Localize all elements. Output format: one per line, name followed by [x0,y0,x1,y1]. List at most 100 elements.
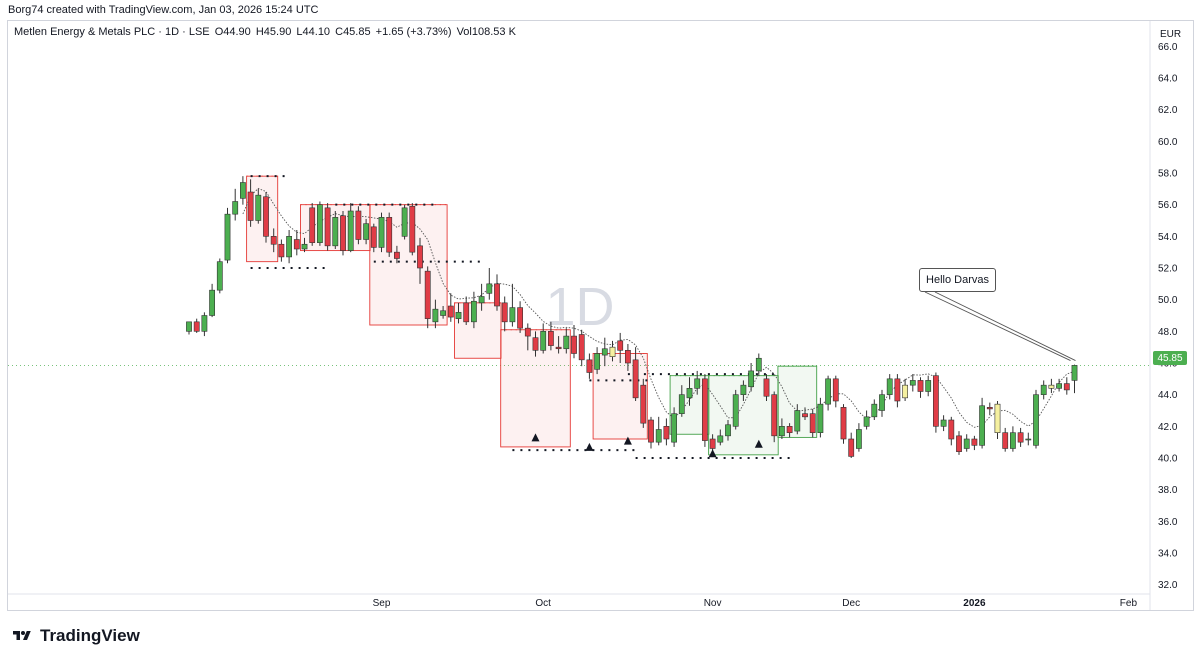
candle-body [979,405,985,446]
chart-frame [7,20,1194,611]
candle-body [571,335,577,354]
candle-body [186,321,192,332]
candle-body [863,416,870,427]
candle-body [332,217,339,247]
candle-body [794,410,801,432]
candle-body [247,191,254,221]
candle-body [470,300,477,323]
candle-body [994,403,1001,433]
tradingview-logo-icon [13,631,31,640]
candle-body [617,340,624,351]
candle-body [555,346,562,350]
candle-body [393,251,400,259]
candle-body [940,419,947,427]
tradingview-brand[interactable]: TradingView [10,626,140,646]
ohlc-open: O44.90 [214,26,251,38]
candle-body [309,207,316,243]
candle-body [825,378,831,405]
candle-body [601,348,608,356]
candle-body [632,359,639,399]
candle-body [732,394,739,427]
symbol-name[interactable]: Metlen Energy & Metals PLC · 1D · LSE [14,26,210,38]
x-tick-label: 2026 [963,598,986,609]
candle-body [286,236,292,258]
candle-body [424,270,431,319]
x-tick-label: Dec [842,598,860,609]
candle-body [1009,432,1016,449]
candle-body [401,207,408,237]
y-tick-label: 58.0 [1158,169,1178,180]
candle-body [1017,432,1024,443]
candle-body [840,407,847,440]
candle-body [902,384,908,399]
candle-body [1040,384,1047,395]
candle-body [224,213,231,261]
candle-body [848,438,855,457]
candle-body [340,215,346,251]
candle-body [517,307,523,329]
candle-body [578,334,585,361]
candle-body [447,305,454,318]
candle-body [209,289,215,316]
brand-name: TradingView [40,626,140,645]
price-chart[interactable]: 66.0 64.0 62.0 60.0 58.0 56.0 54.0 52.0 50.0 48.0… [0,0,1200,611]
y-tick-label: 64.0 [1158,74,1178,85]
candle-body [263,196,269,237]
candle-body [763,378,770,397]
candle-body [1002,432,1009,449]
candle-body [1025,438,1032,441]
signal-triangle [754,439,763,448]
candle-body [486,283,493,294]
y-tick-label: 38.0 [1158,485,1178,496]
candle-body [386,217,393,253]
candle-body [648,419,654,443]
candle-body [463,302,470,323]
candle-body [663,426,670,440]
candle-body [501,302,508,323]
y-tick-label: 52.0 [1158,264,1178,275]
darvas-box [454,302,502,359]
candle-body [725,424,731,437]
candle-body [686,388,693,399]
candle-body [1033,394,1039,446]
timeframe-watermark: 1D [545,277,614,337]
watermark-text: 1D [545,277,614,337]
y-tick-label: 48.0 [1158,327,1178,338]
candle-body [771,394,778,437]
hello-darvas-callout[interactable]: Hello Darvas [919,268,996,292]
candle-body [201,315,208,332]
candle-body [748,370,754,388]
ohlc-high: H45.90 [255,26,292,38]
candle-body [440,310,446,316]
candle-body [1071,365,1078,381]
ohlc-close: C45.85 [335,26,371,38]
candle-body [855,429,862,449]
ohlc-low: L44.10 [296,26,331,38]
candle-body [717,435,724,443]
candle-body [709,438,716,449]
candle-body [802,413,808,418]
y-tick-label: 42.0 [1158,422,1178,433]
candle-body [624,350,631,364]
chart-credit: Borg74 created with TradingView.com, Jan… [8,4,319,16]
candle-body [948,419,955,440]
candle-body [778,426,785,437]
candle-body [755,357,762,372]
candle-body [1056,383,1062,389]
candle-body [293,239,300,250]
candle-body [509,307,516,323]
candle-body [363,223,369,240]
candle-body [817,403,824,433]
candle-body [963,438,970,449]
signal-triangle [708,449,717,458]
candle-body [879,394,885,411]
candle-body [586,359,593,373]
symbol-legend: Metlen Energy & Metals PLC · 1D · LSE O4… [14,26,518,38]
candle-body [740,384,747,395]
candle-body [232,201,239,215]
last-price-tag: 45.85 [1153,351,1187,365]
currency-label[interactable]: EUR [1160,29,1182,40]
signal-triangle [585,442,594,451]
candle-body [925,380,932,392]
candle-body [240,182,246,199]
